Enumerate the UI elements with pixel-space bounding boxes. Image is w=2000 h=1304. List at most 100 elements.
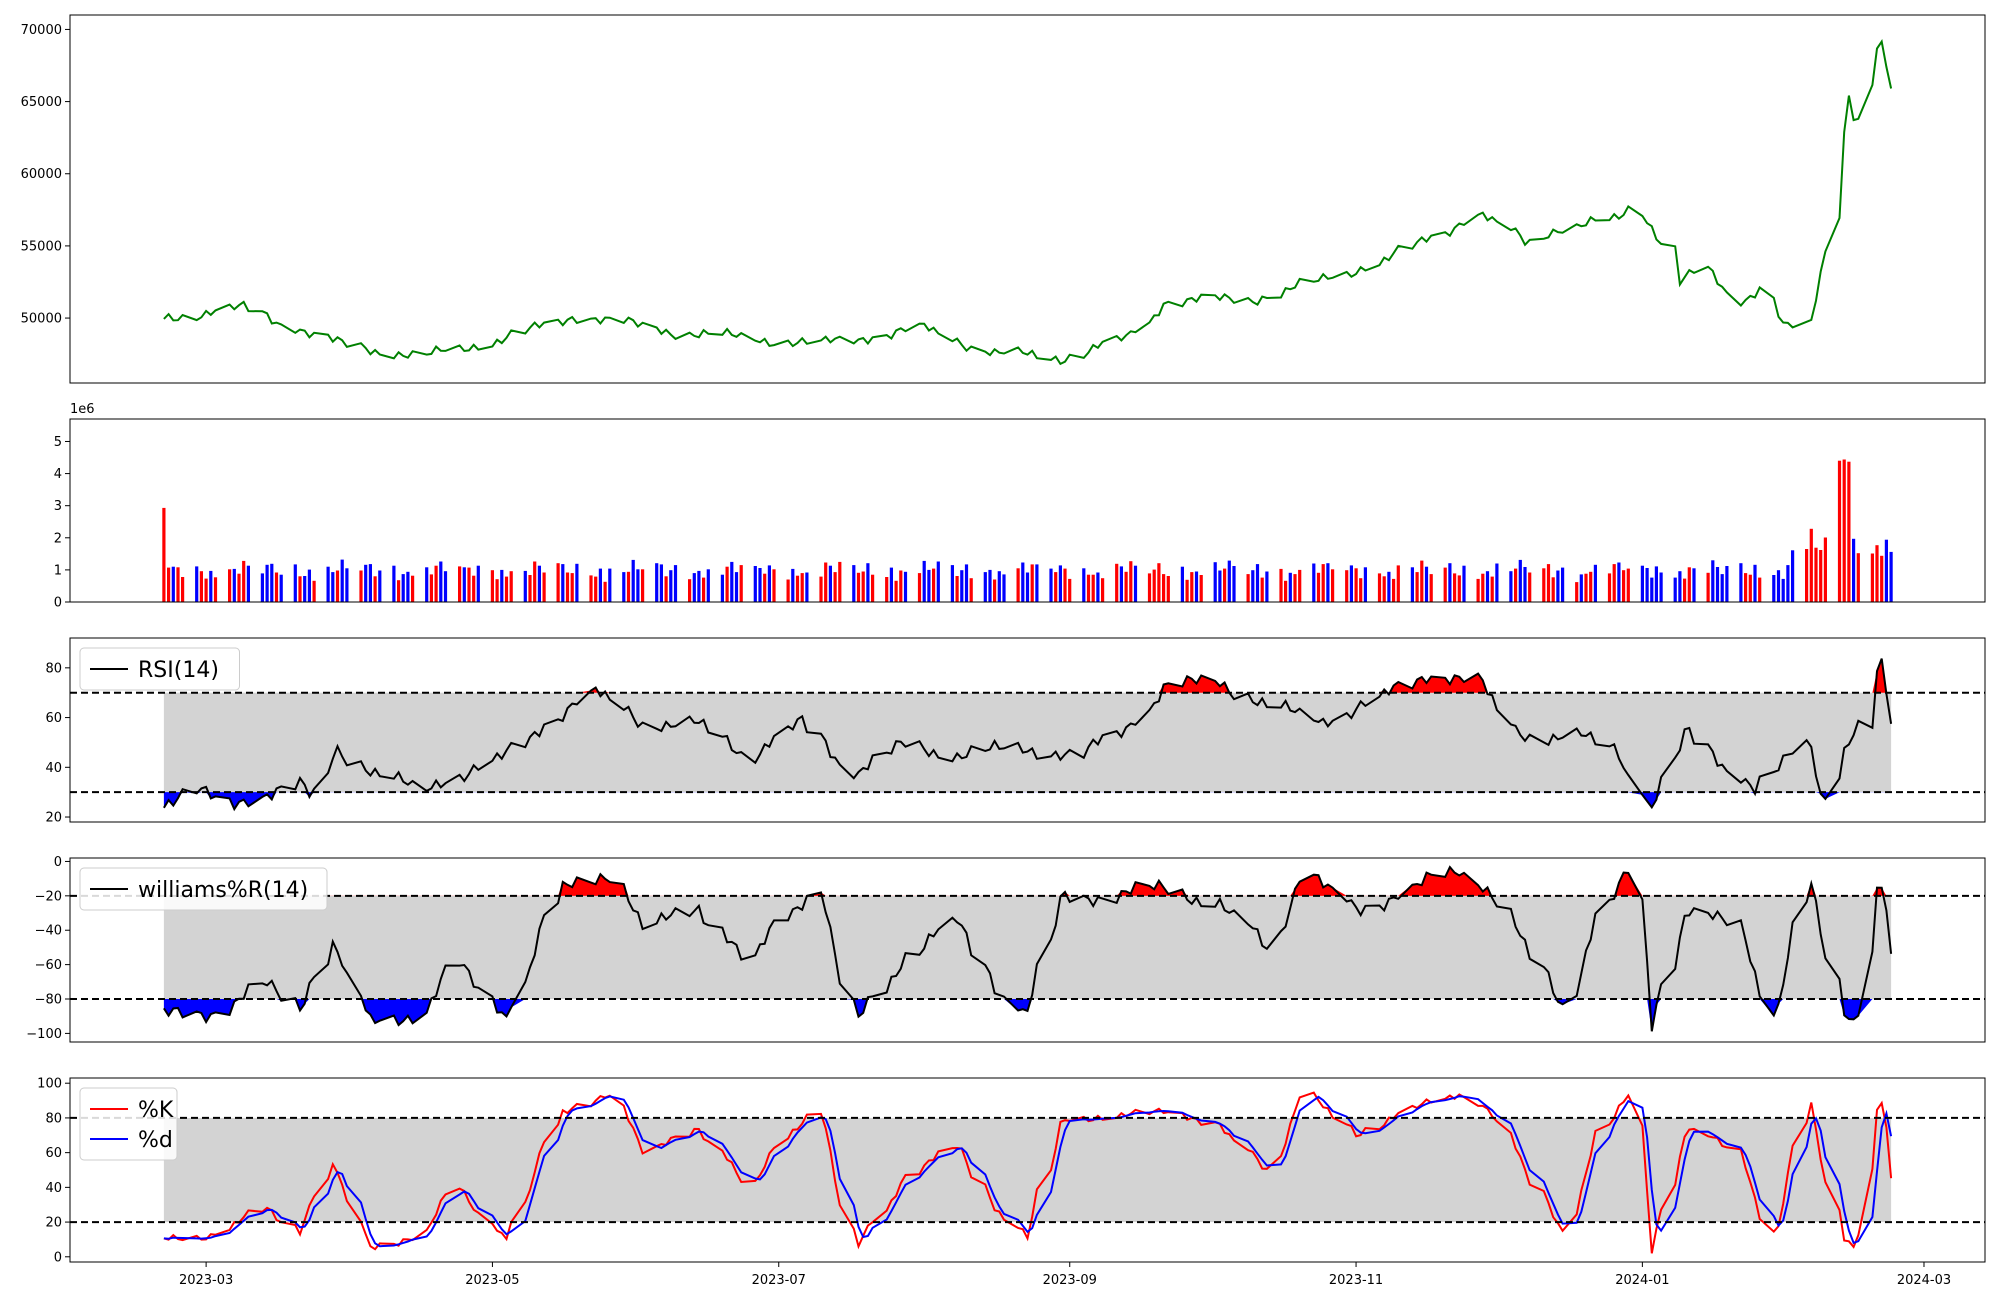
volume-bar (1415, 572, 1419, 602)
volume-bar (1016, 568, 1020, 602)
volume-bar (1002, 574, 1006, 602)
volume-bar (401, 574, 405, 602)
price-panel-frame (69, 14, 1986, 384)
x-tick-label: 2023-11 (1329, 1273, 1383, 1288)
volume-bar (213, 577, 218, 602)
volume-bar (345, 568, 349, 602)
volume-bar (1227, 560, 1231, 602)
volume-bar (1715, 567, 1720, 602)
volume-bar (927, 569, 931, 602)
volume-bar (1776, 570, 1781, 602)
volume-bar (1147, 573, 1152, 602)
volume-bar (1180, 566, 1184, 602)
volume-bar (866, 563, 870, 602)
volume-bar (232, 568, 236, 602)
volume-bar (1063, 568, 1067, 602)
volume-bar (1612, 564, 1616, 602)
volume-bar (1823, 537, 1827, 602)
volume-bar (861, 571, 865, 602)
volume-bar (1575, 582, 1579, 602)
volume-bar (1546, 564, 1551, 602)
volume-bar (1035, 564, 1039, 602)
volume-bar (537, 565, 541, 602)
y-tick-label: −40 (35, 924, 62, 939)
volume-bar (1781, 578, 1785, 602)
volume-bar (1875, 545, 1879, 602)
volume-bar (983, 572, 987, 602)
y-tick-label: 1 (54, 563, 62, 578)
volume-bar (889, 567, 893, 602)
volume-bar (1523, 567, 1527, 602)
volume-bar (528, 575, 532, 602)
y-tick-label: 60 (45, 711, 62, 726)
volume-bar (298, 576, 302, 602)
volume-bar (312, 580, 316, 602)
volume-bar (533, 561, 537, 602)
stoch-k-line (163, 1091, 1893, 1254)
volume-bar (767, 565, 771, 602)
volume-bar (1809, 528, 1813, 602)
y-tick-label: −60 (35, 958, 62, 973)
williams-line (163, 865, 1893, 1032)
volume-bar (688, 579, 692, 602)
volume-bar (1453, 573, 1457, 602)
volume-bar (819, 576, 823, 602)
volume-bar (209, 570, 213, 602)
volume-bar (988, 569, 992, 602)
volume-bar (1194, 571, 1199, 602)
williams-panel-frame (69, 857, 1986, 1043)
volume-bar (1312, 563, 1316, 602)
volume-bar (1837, 460, 1842, 602)
volume-bar (500, 569, 504, 602)
volume-bar (791, 568, 795, 602)
volume-bar (1115, 563, 1119, 602)
volume-bar (1579, 574, 1583, 602)
volume-bar (293, 564, 297, 602)
volume-bar (1030, 564, 1034, 602)
volume-bar (1068, 578, 1072, 602)
volume-bar (1880, 555, 1884, 602)
volume-bar (411, 575, 415, 602)
volume-bar (1157, 563, 1161, 602)
volume-bar (434, 565, 438, 602)
volume-bar (443, 571, 448, 602)
volume-bar (993, 579, 997, 602)
volume-bar (1166, 576, 1170, 602)
volume-bar (702, 577, 706, 602)
volume-bar (725, 566, 729, 602)
x-tick-label: 2023-09 (1043, 1273, 1097, 1288)
volume-bar (1086, 574, 1091, 602)
volume-bar (1725, 566, 1729, 602)
volume-bar (739, 565, 743, 602)
volume-bar (242, 560, 246, 602)
volume-bar (1316, 572, 1321, 602)
volume-bar (378, 570, 382, 602)
volume-bar (176, 567, 180, 602)
volume-bar (1589, 571, 1593, 602)
volume-bar (1556, 570, 1560, 602)
volume-bar (1640, 565, 1644, 602)
volume-bar (871, 574, 875, 602)
y-tick-label: −80 (35, 993, 62, 1008)
volume-bar (274, 572, 279, 602)
volume-bar (1645, 568, 1649, 602)
volume-bar (917, 573, 922, 602)
x-tick-label: 2024-01 (1615, 1273, 1669, 1288)
volume-bar (462, 567, 466, 602)
y-tick-label: 5 (54, 435, 62, 450)
legend-label: RSI(14) (138, 658, 219, 683)
y-tick-label: 60 (45, 1146, 62, 1161)
volume-bar (340, 559, 344, 602)
volume-bar (1814, 547, 1818, 602)
volume-bar (1786, 565, 1790, 602)
volume-bar (1232, 566, 1236, 602)
volume-bar (795, 575, 800, 602)
volume-bar (429, 574, 433, 602)
volume-bar (1382, 576, 1386, 602)
volume-bar (1720, 574, 1724, 602)
volume-bar (1744, 573, 1748, 602)
volume-bar (1654, 566, 1658, 602)
volume-bar (1683, 578, 1687, 602)
x-tick-label: 2023-07 (752, 1273, 806, 1288)
